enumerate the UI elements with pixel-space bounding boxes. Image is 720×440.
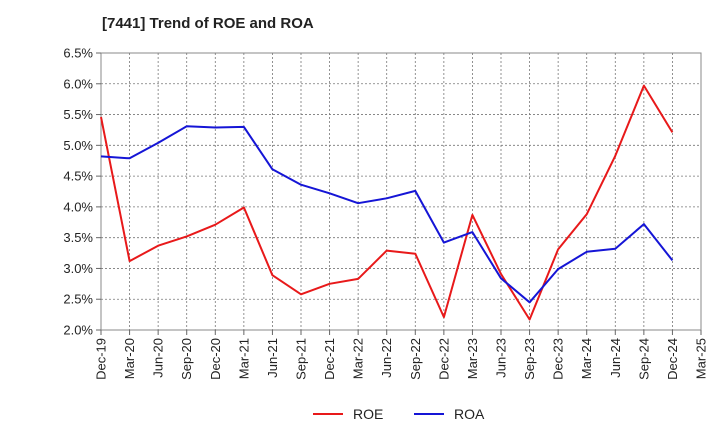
x-tick-label: Mar-20: [122, 338, 137, 379]
x-tick-label: Dec-19: [94, 338, 109, 380]
y-tick-label: 3.0%: [63, 261, 93, 276]
y-axis: 2.0% 2.5% 3.0% 3.5% 4.0% 4.5% 5.0% 5.5% 6.0% 6.5%: [63, 46, 101, 338]
x-tick-label: Mar-23: [465, 338, 480, 379]
plot-area: [100, 52, 702, 331]
y-tick-label: 5.5%: [63, 107, 93, 122]
x-tick-label: Sep-24: [636, 338, 651, 380]
y-tick-label: 2.0%: [63, 323, 93, 338]
y-tick-label: 4.5%: [63, 169, 93, 184]
x-tick-label: Mar-22: [351, 338, 366, 379]
x-tick-label: Jun-20: [151, 338, 166, 378]
legend-label-roe: ROE: [353, 406, 383, 422]
y-tick-label: 3.5%: [63, 230, 93, 245]
x-tick-label: Jun-23: [494, 338, 509, 378]
series-line-roa: [100, 125, 674, 304]
y-tick-label: 6.5%: [63, 46, 93, 61]
x-tick-label: Sep-22: [408, 338, 423, 380]
y-tick-label: 5.0%: [63, 138, 93, 153]
x-tick-label: Mar-24: [579, 338, 594, 379]
legend: ROE ROA: [313, 406, 485, 422]
chart-title: [7441] Trend of ROE and ROA: [102, 15, 314, 32]
x-tick-label: Sep-23: [522, 338, 537, 380]
x-tick-label: Dec-21: [322, 338, 337, 380]
legend-label-roa: ROA: [454, 406, 485, 422]
x-tick-label: Dec-23: [551, 338, 566, 380]
x-tick-label: Dec-20: [208, 338, 223, 380]
x-tick-label: Dec-24: [665, 338, 680, 380]
x-tick-label: Sep-21: [294, 338, 309, 380]
x-axis: Dec-19 Mar-20 Jun-20 Sep-20 Dec-20 Mar-21 Jun-…: [94, 330, 709, 380]
x-tick-label: Jun-22: [379, 338, 394, 378]
y-tick-label: 2.5%: [63, 292, 93, 307]
y-tick-label: 4.0%: [63, 199, 93, 214]
y-tick-label: 6.0%: [63, 76, 93, 91]
grid-lines: [101, 53, 701, 330]
x-tick-label: Sep-20: [179, 338, 194, 380]
x-tick-label: Mar-21: [236, 338, 251, 379]
x-tick-label: Dec-22: [436, 338, 451, 380]
x-tick-label: Jun-24: [608, 338, 623, 378]
series-lines: [100, 84, 674, 321]
x-tick-label: Mar-25: [694, 338, 709, 379]
x-tick-label: Jun-21: [265, 338, 280, 378]
series-line-roe: [100, 84, 674, 321]
